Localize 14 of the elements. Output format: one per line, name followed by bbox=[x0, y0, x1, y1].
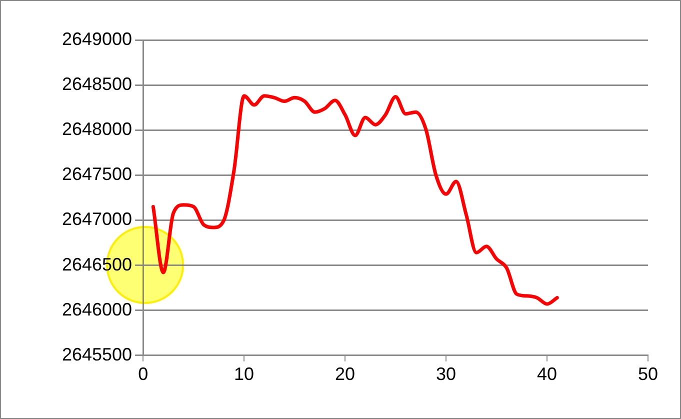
y-tick-label: 2648000 bbox=[62, 119, 132, 140]
x-tick-label: 10 bbox=[234, 364, 254, 384]
y-tick-label: 2648500 bbox=[62, 74, 132, 94]
x-tick-label: 50 bbox=[638, 364, 658, 384]
x-tick-label: 0 bbox=[138, 364, 148, 384]
y-tick-label: 2647500 bbox=[62, 164, 132, 184]
y-tick-label: 2649000 bbox=[62, 28, 132, 49]
x-tick-label: 20 bbox=[335, 364, 356, 384]
y-tick-label: 2647000 bbox=[62, 209, 132, 230]
y-tick-label: 2646000 bbox=[62, 299, 132, 320]
line-series bbox=[151, 94, 559, 306]
y-tick-label: 2645500 bbox=[62, 344, 132, 364]
x-tick-label: 40 bbox=[537, 364, 558, 384]
x-tick-label: 30 bbox=[436, 364, 456, 384]
